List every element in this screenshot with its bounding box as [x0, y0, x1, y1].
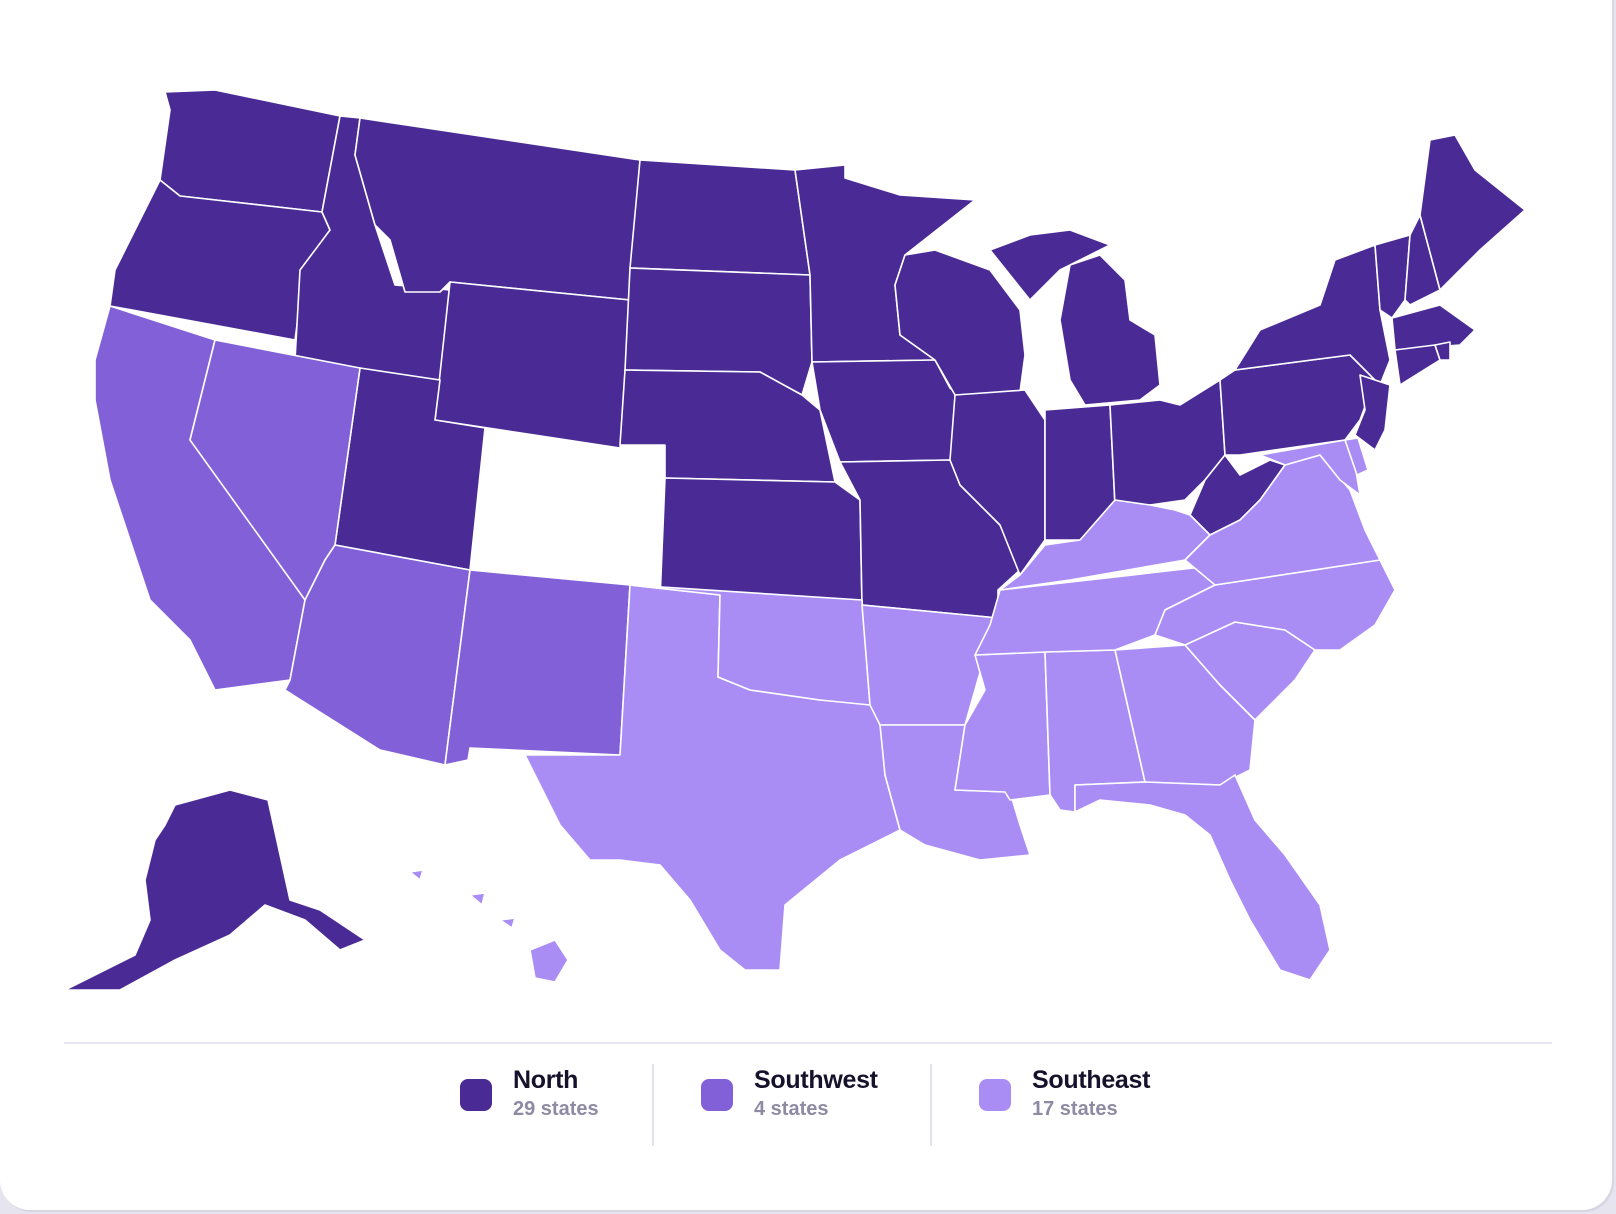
state-NM[interactable] — [444, 569, 631, 766]
legend-divider — [64, 1042, 1552, 1044]
state-MI-up[interactable] — [989, 229, 1111, 301]
legend-count-southeast: 17 states — [1032, 1098, 1118, 1120]
state-MA[interactable] — [1391, 304, 1476, 351]
us-regions-map — [64, 89, 1526, 991]
legend-count-southwest: 4 states — [754, 1098, 829, 1120]
state-RI[interactable] — [1434, 341, 1451, 361]
legend-label-north: North — [513, 1066, 579, 1094]
legend-swatch-north — [460, 1079, 492, 1111]
state-KY[interactable] — [999, 499, 1211, 591]
state-ND[interactable] — [629, 159, 811, 276]
legend-label-southwest: Southwest — [754, 1066, 878, 1094]
state-DE[interactable] — [1344, 437, 1369, 476]
state-MT[interactable] — [354, 117, 641, 301]
legend-swatch-southeast — [979, 1079, 1011, 1111]
state-NJ[interactable] — [1354, 374, 1391, 451]
legend-swatch-southwest — [701, 1079, 733, 1111]
state-KS[interactable] — [659, 477, 863, 606]
state-MI[interactable] — [1059, 254, 1161, 406]
state-WY[interactable] — [434, 281, 631, 449]
state-ME[interactable] — [1419, 134, 1526, 291]
legend-separator — [652, 1064, 654, 1146]
legend-label-southeast: Southeast — [1032, 1066, 1151, 1094]
state-CT[interactable] — [1394, 344, 1441, 386]
map-legend: North 29 states Southwest 4 states South… — [0, 1054, 1612, 1146]
state-HI[interactable] — [409, 869, 569, 983]
legend-separator — [930, 1064, 932, 1146]
state-WA[interactable] — [159, 89, 341, 213]
state-VT[interactable] — [1374, 234, 1411, 319]
state-FL[interactable] — [1074, 774, 1331, 981]
legend-count-north: 29 states — [513, 1098, 599, 1120]
state-AK[interactable] — [64, 789, 366, 991]
state-NH[interactable] — [1404, 214, 1441, 306]
